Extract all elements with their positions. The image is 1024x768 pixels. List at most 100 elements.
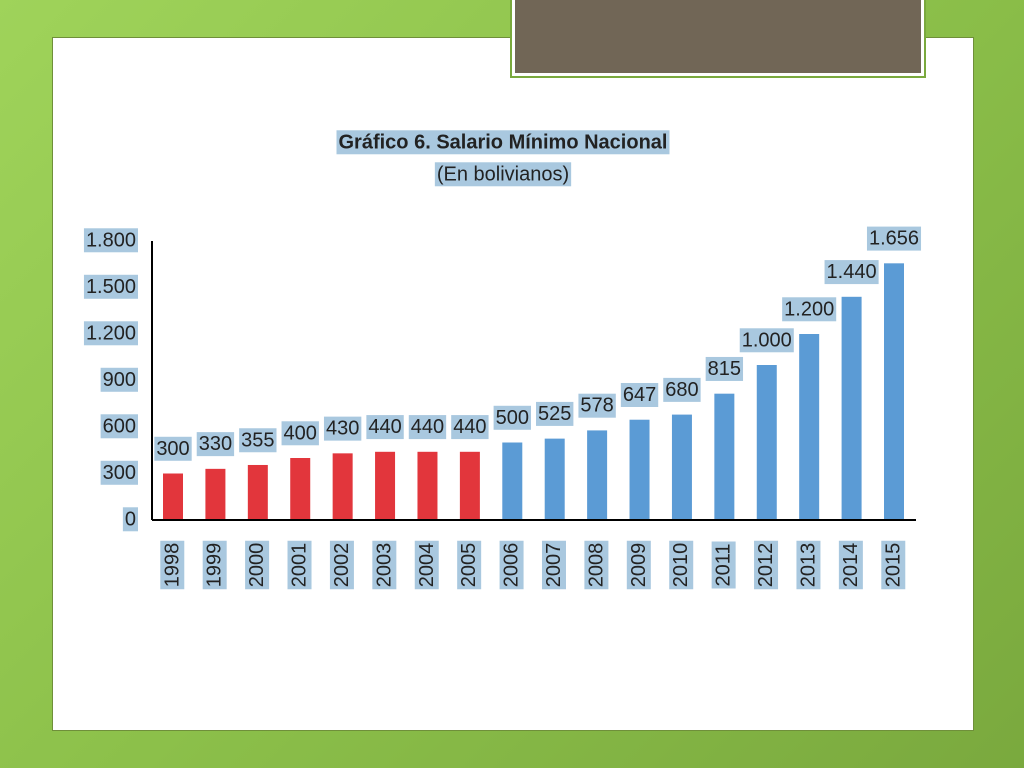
x-tick-label: 2007 xyxy=(543,543,565,588)
value-label: 1.440 xyxy=(827,261,877,283)
text-highlight xyxy=(866,226,922,251)
text-highlight xyxy=(239,428,277,453)
text-highlight xyxy=(100,367,138,392)
x-tick-label: 2004 xyxy=(416,543,438,588)
value-label: 440 xyxy=(368,416,401,438)
bar xyxy=(799,334,820,520)
text-highlight xyxy=(154,436,192,461)
title-placeholder xyxy=(510,0,926,78)
x-tick-label: 2005 xyxy=(458,543,480,588)
value-label: 330 xyxy=(199,433,232,455)
x-tick-label: 2013 xyxy=(797,543,819,588)
value-label: 355 xyxy=(241,429,274,451)
bar xyxy=(163,473,183,520)
bar xyxy=(756,365,777,520)
text-highlight xyxy=(451,415,489,440)
text-highlight xyxy=(408,415,447,440)
text-highlight xyxy=(796,540,821,590)
text-highlight xyxy=(160,540,185,590)
text-highlight xyxy=(536,401,574,426)
bar xyxy=(544,438,565,520)
text-highlight xyxy=(323,416,362,441)
bar xyxy=(841,296,862,520)
x-tick-label: 2014 xyxy=(840,543,862,588)
text-highlight xyxy=(620,382,659,407)
text-highlight xyxy=(287,540,312,590)
x-tick-label: 2008 xyxy=(585,543,607,588)
value-label: 430 xyxy=(326,418,359,440)
text-highlight xyxy=(669,540,694,590)
text-highlight xyxy=(83,228,138,253)
text-highlight xyxy=(711,541,736,589)
text-highlight xyxy=(245,540,270,590)
text-highlight xyxy=(434,162,572,187)
x-tick-label: 2006 xyxy=(501,543,523,588)
text-highlight xyxy=(754,540,779,590)
bar xyxy=(459,451,480,520)
x-tick-label: 2003 xyxy=(373,543,395,588)
bar xyxy=(290,458,311,520)
text-highlight xyxy=(626,540,651,590)
text-highlight xyxy=(202,540,227,590)
value-label: 680 xyxy=(665,379,698,401)
text-highlight xyxy=(838,540,863,590)
value-label: 1.200 xyxy=(784,298,834,320)
text-highlight xyxy=(457,540,482,590)
value-label: 400 xyxy=(284,422,317,444)
x-tick-label: 1998 xyxy=(161,543,183,588)
value-label: 500 xyxy=(496,407,529,429)
text-highlight xyxy=(739,328,794,353)
bar xyxy=(671,414,692,520)
text-highlight xyxy=(414,540,439,590)
y-tick-label: 900 xyxy=(103,369,136,391)
text-highlight xyxy=(705,356,744,381)
value-label: 1.656 xyxy=(869,228,919,250)
value-label: 647 xyxy=(623,384,656,406)
text-highlight xyxy=(100,460,138,485)
text-highlight xyxy=(122,507,138,532)
x-tick-label: 1999 xyxy=(204,543,226,588)
value-label: 440 xyxy=(411,416,444,438)
chart-subtitle: (En bolivianos) xyxy=(437,163,569,185)
bar xyxy=(332,453,353,520)
text-highlight xyxy=(881,540,906,590)
x-tick-label: 2001 xyxy=(289,543,311,588)
bar xyxy=(587,430,608,520)
text-highlight xyxy=(663,377,701,402)
text-highlight xyxy=(493,405,531,430)
value-label: 300 xyxy=(156,438,189,460)
value-label: 440 xyxy=(453,416,486,438)
text-highlight xyxy=(100,414,138,439)
x-tick-label: 2015 xyxy=(882,543,904,588)
bar xyxy=(375,451,396,520)
text-highlight xyxy=(83,274,138,299)
y-tick-label: 600 xyxy=(103,415,136,437)
text-highlight xyxy=(824,260,879,285)
text-highlight xyxy=(336,130,670,155)
x-tick-label: 2010 xyxy=(670,543,692,588)
bar xyxy=(714,393,735,520)
y-tick-label: 1.200 xyxy=(86,322,136,344)
value-label: 525 xyxy=(538,403,571,425)
y-tick-label: 1.500 xyxy=(86,276,136,298)
bar xyxy=(884,263,904,520)
x-tick-label: 2002 xyxy=(331,543,353,588)
text-highlight xyxy=(83,321,138,346)
text-highlight xyxy=(782,297,837,322)
x-tick-label: 2000 xyxy=(246,543,268,588)
chart-title: Gráfico 6. Salario Mínimo Nacional xyxy=(339,131,668,153)
x-tick-label: 2009 xyxy=(628,543,650,588)
bar xyxy=(629,419,650,520)
bar xyxy=(502,442,523,520)
text-highlight xyxy=(578,393,616,418)
value-label: 1.000 xyxy=(742,329,792,351)
x-tick-label: 2011 xyxy=(713,543,735,586)
text-highlight xyxy=(281,421,319,446)
x-tick-label: 2012 xyxy=(755,543,777,588)
value-label: 815 xyxy=(708,358,741,380)
text-highlight xyxy=(329,540,354,590)
value-label: 578 xyxy=(580,395,613,417)
bar xyxy=(247,464,268,520)
y-tick-label: 0 xyxy=(125,508,136,530)
